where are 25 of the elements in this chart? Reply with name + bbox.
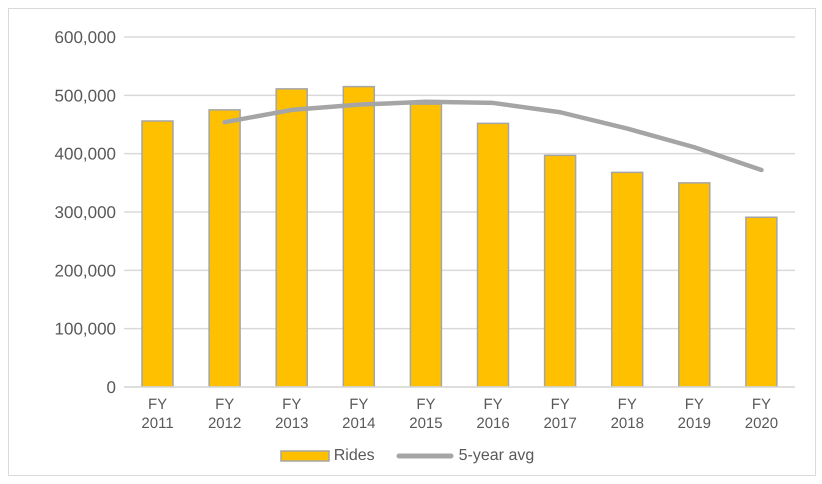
y-tick-label: 400,000 xyxy=(54,144,116,164)
x-tick-label: FY 2018 xyxy=(610,396,644,432)
x-tick-label: FY 2011 xyxy=(141,396,174,432)
x-tick-label: FY 2020 xyxy=(744,396,778,432)
y-tick-label: 200,000 xyxy=(54,261,116,280)
bar xyxy=(141,120,174,387)
bar xyxy=(476,122,510,387)
x-tick-label: FY 2014 xyxy=(342,396,376,432)
y-tick-label: 300,000 xyxy=(54,203,116,222)
y-tick-label: 600,000 xyxy=(54,28,116,48)
bar xyxy=(745,216,778,387)
legend-label: 5-year avg xyxy=(458,447,534,465)
bar xyxy=(544,154,576,387)
x-tick-label: FY 2019 xyxy=(678,396,712,432)
legend-label: Rides xyxy=(334,447,375,465)
y-tick-label: 0 xyxy=(106,378,116,398)
x-tick-label: FY 2012 xyxy=(208,396,242,432)
y-tick-label: 500,000 xyxy=(54,86,116,106)
bar xyxy=(678,182,711,387)
y-tick-label: 100,000 xyxy=(54,320,116,339)
x-tick-label: FY 2015 xyxy=(409,396,443,432)
x-tick-label: FY 2016 xyxy=(476,396,510,432)
x-tick-label: FY 2017 xyxy=(543,396,577,432)
x-tick-label: FY 2013 xyxy=(275,396,308,432)
bar xyxy=(610,172,644,387)
